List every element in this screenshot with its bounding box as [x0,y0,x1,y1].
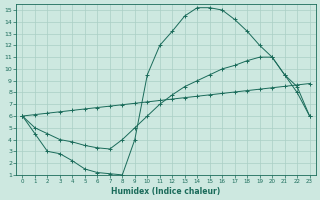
X-axis label: Humidex (Indice chaleur): Humidex (Indice chaleur) [111,187,221,196]
